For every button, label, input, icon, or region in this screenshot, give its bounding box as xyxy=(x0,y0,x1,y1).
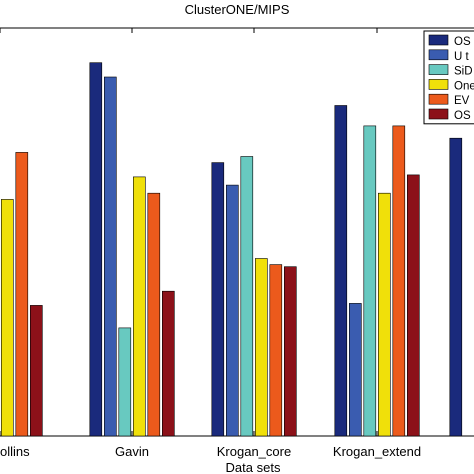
legend-entry: EV xyxy=(454,95,470,107)
bar xyxy=(377,192,391,437)
legend-entry: OS xyxy=(454,36,471,48)
plot-area: ollins Gavin Krogan_core Krogan_extend xyxy=(0,27,474,459)
bar xyxy=(283,266,297,437)
bar xyxy=(15,152,29,437)
bar xyxy=(406,174,420,437)
bar xyxy=(348,303,362,437)
x-axis-label: Data sets xyxy=(226,460,281,474)
bar xyxy=(0,199,14,437)
bar xyxy=(29,305,43,437)
bar xyxy=(449,137,463,437)
bar xyxy=(133,176,146,437)
bar xyxy=(147,192,161,437)
x-tick-label: Krogan_core xyxy=(217,444,291,459)
bar xyxy=(269,264,283,437)
legend-swatch xyxy=(428,79,449,90)
bar xyxy=(226,184,239,437)
bar xyxy=(363,125,377,437)
bar xyxy=(392,125,406,437)
bar xyxy=(162,290,175,437)
legend: OS U t SiD One EV OS xyxy=(423,30,474,125)
bar xyxy=(255,258,268,437)
bar xyxy=(118,327,132,437)
x-tick-label: Krogan_extend xyxy=(333,444,421,459)
x-tick-label: Gavin xyxy=(115,444,149,459)
bar xyxy=(104,76,117,437)
bar xyxy=(211,162,225,437)
legend-swatch xyxy=(428,93,449,105)
legend-swatch xyxy=(428,49,449,61)
legend-entry: U t xyxy=(454,51,470,63)
legend-entry: One xyxy=(454,80,474,92)
legend-entry: OS xyxy=(454,110,471,122)
chart-title: ClusterONE/MIPS xyxy=(185,2,290,17)
bar xyxy=(89,62,103,437)
x-tick-label: ollins xyxy=(0,444,30,459)
legend-swatch xyxy=(428,108,449,120)
legend-box xyxy=(423,30,474,125)
legend-entry: SiD xyxy=(454,66,473,78)
legend-swatch xyxy=(428,64,449,75)
legend-swatch xyxy=(428,34,449,46)
bar xyxy=(240,156,254,437)
bar xyxy=(334,105,348,437)
